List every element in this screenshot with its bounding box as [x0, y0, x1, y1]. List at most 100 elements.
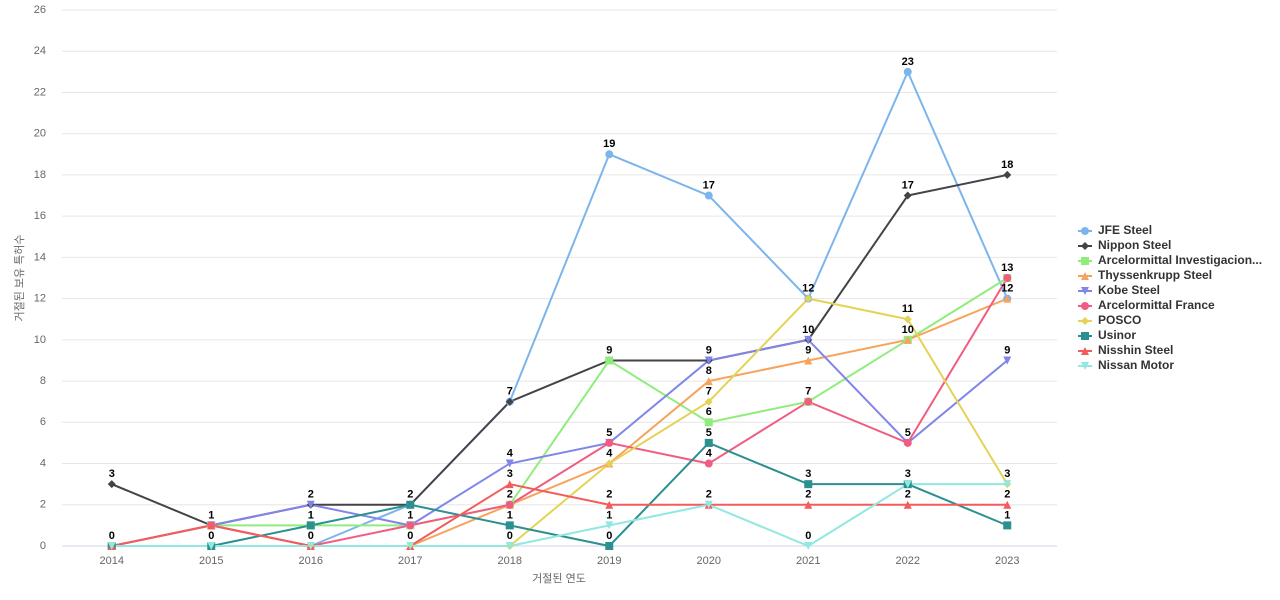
marker — [505, 397, 514, 406]
legend-marker — [1081, 272, 1089, 280]
y-tick-label: 6 — [40, 416, 46, 428]
data-label: 1 — [308, 509, 314, 521]
legend-marker — [1081, 362, 1089, 370]
legend-label: Arcelormittal France — [1098, 298, 1215, 312]
legend-marker — [1081, 242, 1089, 250]
marker — [505, 542, 514, 550]
marker — [605, 459, 614, 468]
data-label: 10 — [802, 324, 814, 336]
legend-item: POSCO — [1078, 313, 1141, 327]
marker — [605, 542, 614, 550]
data-label: 6 — [706, 406, 712, 418]
marker — [406, 521, 415, 530]
x-tick-label: 2023 — [995, 555, 1019, 567]
y-tick-label: 2 — [40, 499, 46, 511]
data-label: 12 — [1001, 283, 1013, 295]
marker — [1003, 170, 1012, 179]
data-label: 9 — [805, 344, 811, 356]
marker — [505, 521, 514, 530]
legend-label: JFE Steel — [1098, 223, 1152, 237]
x-tick-label: 2016 — [299, 555, 323, 567]
y-tick-label: 20 — [34, 128, 46, 140]
x-tick-label: 2020 — [697, 555, 721, 567]
data-label: 0 — [208, 530, 214, 542]
data-label: 0 — [308, 530, 314, 542]
data-label: 4 — [706, 447, 713, 459]
legend-label: Nissan Motor — [1098, 358, 1174, 372]
marker — [704, 191, 713, 200]
marker — [903, 500, 912, 509]
marker — [505, 459, 514, 468]
data-label: 12 — [802, 283, 814, 295]
data-label: 13 — [1001, 262, 1013, 274]
data-label: 10 — [902, 324, 914, 336]
legend-item: Arcelormittal Investigacion... — [1078, 253, 1262, 267]
marker — [406, 500, 415, 509]
x-tick-label: 2022 — [896, 555, 920, 567]
marker — [903, 315, 912, 324]
marker — [107, 480, 116, 489]
legend-label: POSCO — [1098, 313, 1141, 327]
data-label: 9 — [606, 344, 612, 356]
data-label: 0 — [109, 530, 115, 542]
marker — [903, 438, 912, 447]
marker — [704, 438, 713, 447]
marker — [903, 480, 912, 489]
marker — [107, 542, 116, 550]
marker — [605, 150, 614, 159]
data-label: 1 — [1004, 509, 1010, 521]
marker — [605, 500, 614, 509]
y-tick-label: 18 — [34, 169, 46, 181]
y-tick-label: 24 — [34, 45, 46, 57]
x-tick-label: 2018 — [498, 555, 522, 567]
marker — [903, 191, 912, 200]
series — [111, 277, 1008, 547]
legend-item: Arcelormittal France — [1078, 298, 1215, 312]
series-line — [111, 483, 1008, 548]
marker — [704, 377, 713, 386]
y-tick-label: 26 — [34, 4, 46, 16]
data-label: 8 — [706, 365, 712, 377]
series-line — [111, 483, 1008, 547]
data-label: 5 — [606, 427, 612, 439]
data-label: 5 — [905, 427, 911, 439]
data-label: 3 — [109, 468, 115, 480]
legend-marker — [1081, 257, 1089, 265]
legend-label: Kobe Steel — [1098, 283, 1160, 297]
data-label: 3 — [905, 468, 911, 480]
marker — [306, 500, 315, 509]
y-tick-label: 10 — [34, 334, 46, 346]
marker — [207, 542, 216, 550]
marker — [903, 335, 912, 344]
marker — [306, 521, 315, 530]
marker — [605, 438, 614, 447]
y-tick-label: 14 — [34, 251, 46, 263]
data-label: 7 — [805, 386, 811, 398]
marker — [704, 459, 713, 468]
marker — [804, 397, 813, 406]
legend-label: Arcelormittal Investigacion... — [1098, 253, 1262, 267]
data-label: 9 — [706, 344, 712, 356]
x-tick-label: 2019 — [597, 555, 621, 567]
data-label: 3 — [507, 468, 513, 480]
marker — [704, 356, 713, 365]
data-label: 2 — [407, 489, 413, 501]
marker — [1003, 480, 1012, 489]
legend-label: Usinor — [1098, 328, 1136, 342]
marker — [804, 480, 813, 489]
data-label: 2 — [706, 489, 712, 501]
legend-item: JFE Steel — [1078, 223, 1152, 237]
marker — [1003, 274, 1012, 282]
legend-item: Kobe Steel — [1078, 283, 1160, 297]
data-label: 1 — [606, 509, 612, 521]
y-axis-title: 거절된 보유 특허수 — [13, 234, 26, 321]
marker — [804, 335, 813, 344]
data-label: 0 — [606, 530, 612, 542]
marker — [704, 500, 713, 509]
data-label: 0 — [507, 530, 513, 542]
legend-item: Nippon Steel — [1078, 238, 1171, 252]
marker — [306, 542, 315, 550]
legend-marker — [1081, 302, 1089, 310]
